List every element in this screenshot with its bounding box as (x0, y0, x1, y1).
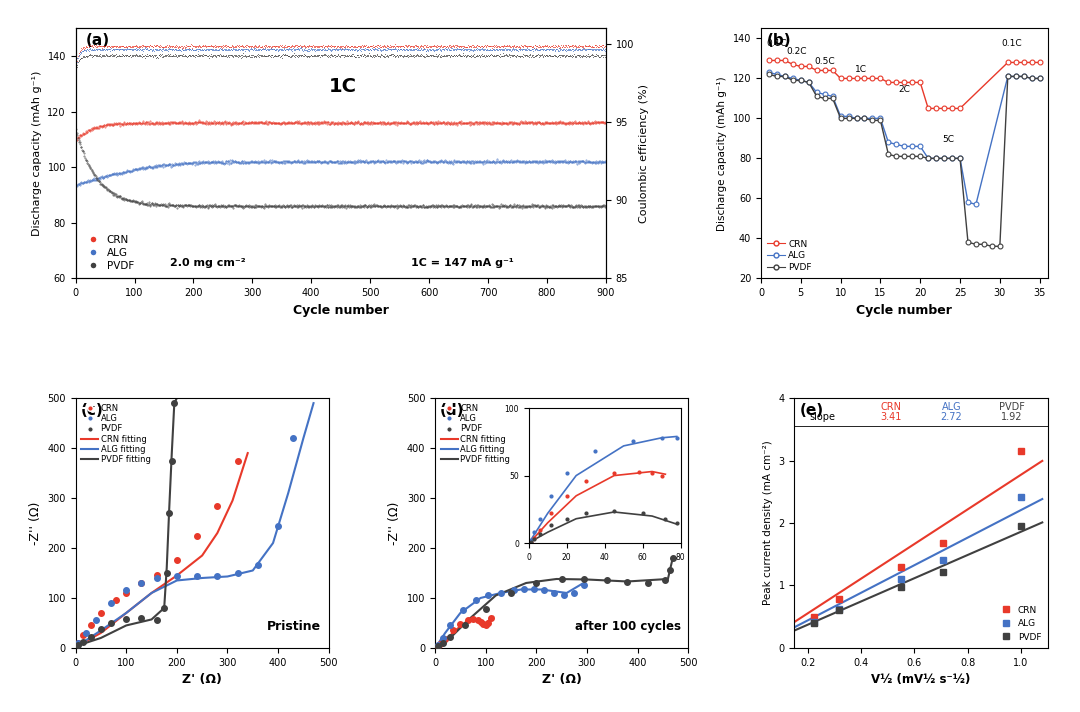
Text: (b): (b) (767, 33, 792, 48)
Y-axis label: Coulombic efficiency (%): Coulombic efficiency (%) (639, 84, 649, 223)
Text: 5C: 5C (942, 135, 954, 145)
X-axis label: Cycle number: Cycle number (856, 303, 953, 317)
Text: 0.1C: 0.1C (1001, 39, 1022, 48)
Text: 1C: 1C (854, 66, 866, 75)
X-axis label: Cycle number: Cycle number (293, 303, 389, 317)
Text: 1C: 1C (329, 78, 356, 96)
Text: 2.0 mg cm⁻²: 2.0 mg cm⁻² (170, 258, 245, 268)
Text: 1.92: 1.92 (1001, 412, 1023, 422)
Text: ALG: ALG (942, 402, 961, 412)
Y-axis label: Peak current density (mA cm⁻²): Peak current density (mA cm⁻²) (762, 441, 773, 605)
Text: (e): (e) (799, 403, 824, 418)
Text: slope: slope (810, 412, 836, 422)
Legend: CRN, ALG, PVDF: CRN, ALG, PVDF (766, 238, 813, 273)
Text: (a): (a) (86, 33, 110, 48)
Text: 0.2C: 0.2C (786, 48, 807, 56)
Text: 3.41: 3.41 (880, 412, 902, 422)
Y-axis label: Discharge capacity (mAh g⁻¹): Discharge capacity (mAh g⁻¹) (717, 76, 727, 231)
Legend: CRN, ALG, PVDF, CRN fitting, ALG fitting, PVDF fitting: CRN, ALG, PVDF, CRN fitting, ALG fitting… (440, 402, 512, 466)
X-axis label: Z' (Ω): Z' (Ω) (542, 674, 581, 686)
Legend: CRN, ALG, PVDF, CRN fitting, ALG fitting, PVDF fitting: CRN, ALG, PVDF, CRN fitting, ALG fitting… (80, 402, 152, 466)
Text: 0.5C: 0.5C (814, 58, 835, 66)
Text: (c): (c) (81, 403, 104, 418)
Y-axis label: -Z'' (Ω): -Z'' (Ω) (388, 501, 402, 545)
X-axis label: Z' (Ω): Z' (Ω) (183, 674, 222, 686)
Text: CRN: CRN (880, 402, 901, 412)
Text: 2C: 2C (899, 85, 910, 95)
Text: after 100 cycles: after 100 cycles (575, 620, 680, 633)
Text: PVDF: PVDF (999, 402, 1025, 412)
Y-axis label: -Z'' (Ω): -Z'' (Ω) (29, 501, 42, 545)
Y-axis label: Discharge capacity (mAh g⁻¹): Discharge capacity (mAh g⁻¹) (31, 70, 42, 236)
X-axis label: V½ (mV½ s⁻½): V½ (mV½ s⁻½) (872, 674, 971, 686)
Text: (d): (d) (441, 403, 464, 418)
Text: 0.1C: 0.1C (767, 39, 787, 48)
Text: 2.72: 2.72 (941, 412, 962, 422)
Legend: CRN, ALG, PVDF: CRN, ALG, PVDF (995, 604, 1043, 644)
Legend: CRN, ALG, PVDF: CRN, ALG, PVDF (81, 233, 136, 273)
Text: 1C = 147 mA g⁻¹: 1C = 147 mA g⁻¹ (411, 258, 514, 268)
Text: Pristine: Pristine (267, 620, 321, 633)
